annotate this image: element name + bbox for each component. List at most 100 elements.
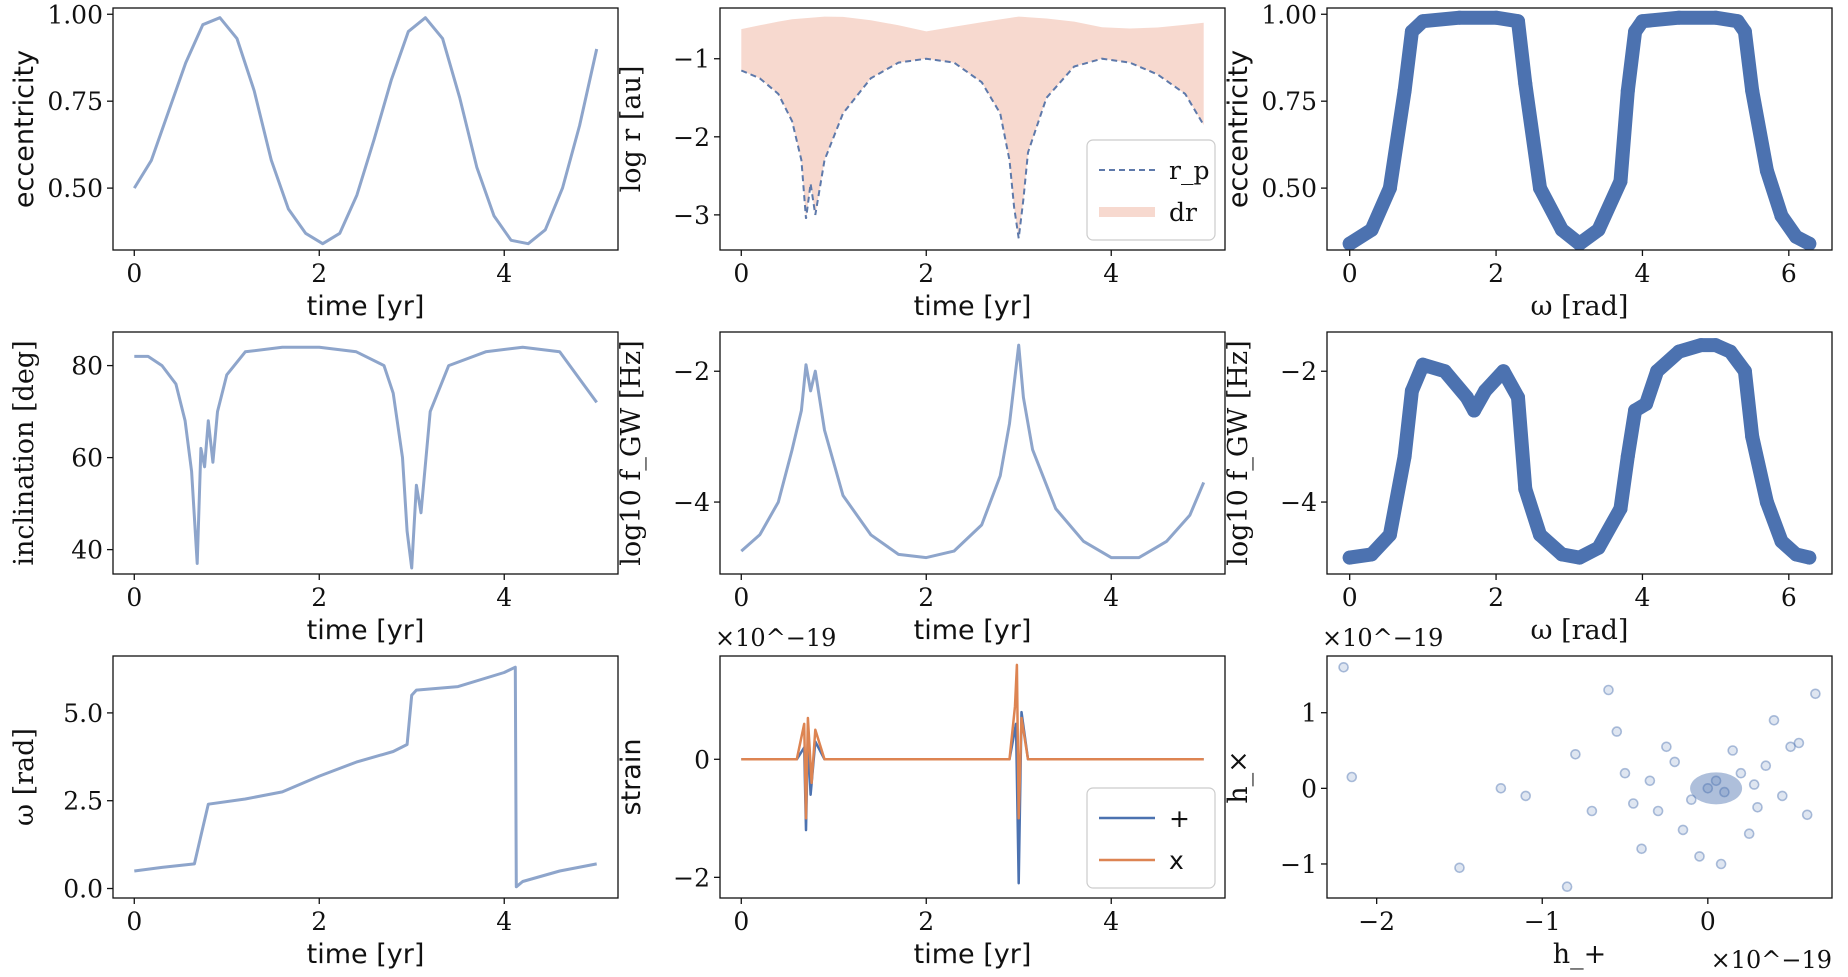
x-tick-label: 4 [496, 583, 512, 612]
y-offset-label: ×10^−19 [1322, 624, 1443, 652]
x-tick-label: −2 [1358, 907, 1395, 936]
y-tick-label: −1 [673, 45, 710, 74]
rp-dashed-line [740, 57, 1205, 239]
x-axis-label: time [yr] [307, 939, 425, 970]
x-tick-label: 2 [311, 907, 327, 936]
scatter-point [1719, 786, 1730, 798]
y-tick-label: 0.50 [47, 174, 103, 203]
scatter-point [1694, 851, 1705, 862]
legend-label: dr [1169, 198, 1197, 227]
legend-box [1086, 787, 1216, 889]
series-line-cross [741, 663, 1204, 820]
chart-hcross_hplus: −2 −1 0 −1 0 1 h_+ h_× ×10^−19 ×10^−19 [1223, 624, 1833, 974]
y-tick-label: −2 [673, 863, 710, 892]
scatter-point [1520, 790, 1531, 802]
legend: +x [1086, 787, 1216, 889]
axes-frame [1326, 331, 1833, 575]
x-tick-label: 2 [311, 259, 327, 288]
scatter-point [1669, 756, 1680, 768]
scatter-point [1346, 771, 1358, 783]
x-tick-label: 0 [126, 583, 142, 612]
x-tick-label: 4 [1103, 907, 1119, 936]
x-offset-label: ×10^−19 [1711, 946, 1832, 974]
y-axis-label: log r [au] [616, 66, 647, 193]
x-axis-label: time [yr] [307, 291, 425, 322]
series-line-inclination [134, 345, 598, 570]
scatter-point [1454, 862, 1465, 874]
scatter-point [1636, 843, 1647, 855]
axes-frame [1326, 655, 1833, 899]
scatter-point [1338, 661, 1349, 673]
x-axis-label: time [yr] [914, 291, 1032, 322]
y-tick-label: −3 [673, 201, 710, 230]
scatter-band [1342, 10, 1817, 250]
scatter-point [1628, 798, 1639, 809]
y-tick-label: 40 [71, 536, 103, 565]
x-tick-label: 4 [496, 259, 512, 288]
x-tick-label: 0 [733, 907, 749, 936]
scatter-point [1619, 767, 1631, 779]
chart-inc_time: 0 2 4 40 60 80 time [yr] inclination [deg] [9, 331, 619, 646]
axes-frame [719, 7, 1226, 251]
axes-frame [1326, 7, 1833, 251]
plot-area [740, 343, 1206, 560]
y-tick-label: −1 [1280, 850, 1317, 879]
x-tick-label: 6 [1781, 259, 1797, 288]
series-line-eccentricity [133, 16, 599, 246]
plot-area [1342, 338, 1817, 565]
x-tick-label: 0 [733, 259, 749, 288]
scatter-band [1342, 338, 1817, 565]
x-tick-label: 0 [733, 583, 749, 612]
plot-area [1342, 10, 1817, 250]
legend: r_pdr [1086, 139, 1216, 241]
x-tick-label: 4 [496, 907, 512, 936]
x-axis-label: ω [rad] [1531, 615, 1629, 646]
x-tick-label: 4 [1634, 259, 1650, 288]
axes-frame [112, 331, 619, 575]
scatter-point [1611, 726, 1623, 737]
y-axis-label: log10 f_GW [Hz] [616, 340, 647, 565]
x-tick-label: 0 [126, 259, 142, 288]
scatter-point [1727, 745, 1738, 756]
chart-logr_time: 0 2 4 −3 −2 −1 time [yr] log r [au] r_pdr [616, 7, 1226, 322]
x-axis-label: ω [rad] [1531, 291, 1629, 322]
y-tick-label: −2 [1280, 357, 1317, 386]
series-line-log10-f-GW [740, 343, 1206, 560]
y-axis-label: ω [rad] [9, 728, 40, 826]
series-line-omega [134, 665, 597, 889]
scatter-point [1561, 881, 1573, 893]
y-tick-label: 1.00 [47, 0, 103, 29]
x-tick-label: 2 [1488, 583, 1504, 612]
y-tick-label: 0.75 [1261, 87, 1317, 116]
y-axis-label: eccentricity [9, 50, 40, 208]
axes-frame [112, 7, 619, 251]
y-tick-label: 2.5 [63, 787, 103, 816]
axes-frame [719, 655, 1226, 899]
x-axis-label: h_+ [1553, 939, 1607, 970]
x-tick-label: 2 [1488, 259, 1504, 288]
y-tick-label: 60 [71, 444, 103, 473]
x-tick-label: 2 [918, 583, 934, 612]
scatter-point [1710, 775, 1722, 787]
x-tick-label: 0 [1342, 583, 1358, 612]
legend-label: + [1169, 804, 1190, 833]
y-tick-label: −2 [673, 123, 710, 152]
scatter-point [1752, 801, 1763, 813]
y-axis-label: log10 f_GW [Hz] [1223, 340, 1254, 565]
y-tick-label: 1 [1301, 699, 1317, 728]
y-axis-label: eccentricity [1223, 50, 1254, 208]
scatter-point [1777, 790, 1788, 802]
x-axis-label: time [yr] [307, 615, 425, 646]
y-tick-label: 0.50 [1261, 174, 1317, 203]
x-tick-label: 0 [1342, 259, 1358, 288]
y-axis-label: strain [616, 739, 647, 816]
x-tick-label: 6 [1781, 583, 1797, 612]
scatter-point [1743, 828, 1755, 840]
x-tick-label: 0 [126, 907, 142, 936]
scatter-point [1495, 782, 1507, 794]
x-tick-label: 4 [1103, 583, 1119, 612]
x-tick-label: 2 [918, 907, 934, 936]
scatter-point [1785, 741, 1796, 753]
